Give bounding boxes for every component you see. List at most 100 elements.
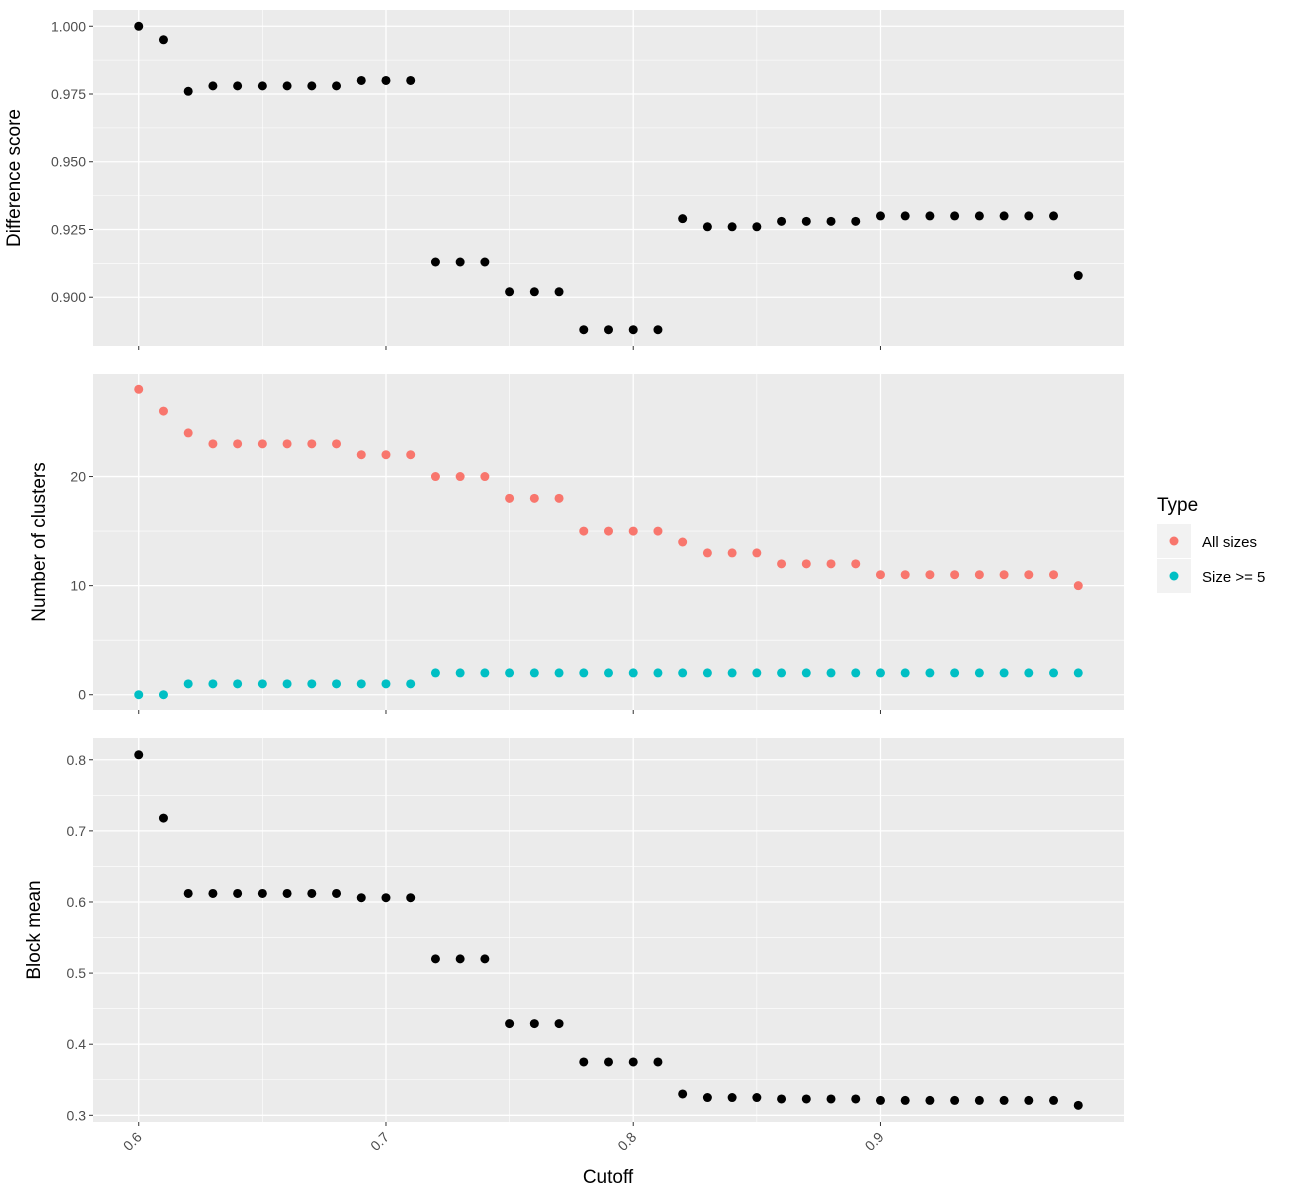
data-point — [801, 668, 811, 678]
data-point — [702, 548, 712, 558]
x-axis-title: Cutoff — [583, 1167, 634, 1188]
data-point — [974, 570, 984, 580]
data-point — [875, 668, 885, 678]
data-point — [950, 668, 960, 678]
data-point — [406, 893, 416, 903]
data-point — [628, 325, 638, 335]
data-point — [950, 570, 960, 580]
y-tick-label: 0.975 — [51, 86, 86, 102]
data-point — [1049, 668, 1059, 678]
data-point — [752, 1093, 762, 1103]
data-point — [307, 888, 317, 898]
data-point — [430, 668, 440, 678]
data-point — [851, 1094, 861, 1104]
data-point — [801, 559, 811, 569]
data-point — [1049, 211, 1059, 221]
data-point — [1073, 668, 1083, 678]
panels: 0.900 0.925 0.950 0.975 1.000 Difference scor… — [4, 10, 1124, 1154]
data-point — [257, 439, 267, 449]
data-point — [653, 526, 663, 536]
data-point — [727, 1093, 737, 1103]
data-point — [604, 526, 613, 536]
legend-label-all-sizes: All sizes — [1202, 534, 1257, 551]
data-point — [826, 1094, 836, 1104]
data-point — [801, 216, 811, 226]
data-point — [381, 893, 391, 903]
data-point — [356, 679, 366, 689]
data-point — [1049, 570, 1059, 580]
data-point — [554, 287, 564, 297]
data-point — [233, 439, 243, 449]
data-point — [381, 450, 391, 460]
data-point — [158, 690, 168, 700]
data-point — [455, 257, 465, 267]
data-point — [925, 668, 935, 678]
y-tick-label: 0.8 — [67, 752, 87, 768]
data-point — [653, 1057, 663, 1067]
data-point — [406, 450, 416, 460]
panel-2: 0 10 20 Number of clusters — [29, 374, 1124, 714]
data-point — [604, 1057, 613, 1067]
data-point — [554, 493, 564, 503]
data-point — [1024, 1095, 1034, 1105]
data-point — [158, 813, 168, 823]
data-point — [529, 493, 539, 503]
data-point — [604, 668, 613, 678]
data-point — [529, 287, 539, 297]
data-point — [653, 325, 663, 335]
data-point — [1049, 1095, 1059, 1105]
data-point — [332, 81, 342, 91]
data-point — [702, 222, 712, 232]
data-point — [307, 81, 317, 91]
y-tick-label: 1.000 — [51, 18, 86, 34]
data-point — [875, 1095, 885, 1105]
data-point — [826, 668, 836, 678]
legend-title: Type — [1157, 495, 1198, 516]
legend: Type All sizes Size >= 5 — [1157, 495, 1265, 593]
data-point — [430, 954, 440, 964]
data-point — [826, 559, 836, 569]
data-point — [505, 287, 515, 297]
data-point — [777, 1094, 787, 1104]
y-tick-label: 0.4 — [67, 1036, 87, 1052]
y-axis-title: Number of clusters — [29, 462, 50, 621]
data-point — [851, 216, 861, 226]
data-point — [727, 668, 737, 678]
y-tick-label: 10 — [70, 578, 86, 594]
data-point — [134, 690, 144, 700]
x-tick-label: 0.6 — [120, 1129, 145, 1154]
data-point — [1024, 668, 1034, 678]
data-point — [257, 81, 267, 91]
data-point — [134, 384, 144, 394]
data-point — [628, 668, 638, 678]
data-point — [702, 668, 712, 678]
data-point — [282, 81, 292, 91]
data-point — [1024, 211, 1034, 221]
data-point — [875, 570, 885, 580]
data-point — [678, 1089, 688, 1099]
legend-key-size-5 — [1169, 571, 1179, 581]
data-point — [505, 493, 515, 503]
panel-background — [93, 374, 1124, 710]
data-point — [233, 888, 243, 898]
data-point — [579, 1057, 589, 1067]
x-tick-label: 0.9 — [862, 1129, 887, 1154]
data-point — [282, 439, 292, 449]
y-tick-label: 0.925 — [51, 221, 86, 237]
data-point — [851, 668, 861, 678]
data-point — [925, 211, 935, 221]
data-point — [925, 570, 935, 580]
data-point — [208, 679, 218, 689]
y-tick-label: 0 — [78, 687, 86, 703]
data-point — [900, 1095, 910, 1105]
data-point — [950, 211, 960, 221]
data-point — [875, 211, 885, 221]
data-point — [455, 954, 465, 964]
data-point — [183, 888, 193, 898]
data-point — [183, 679, 193, 689]
data-point — [505, 1019, 515, 1029]
legend-label-size-5: Size >= 5 — [1202, 569, 1265, 586]
y-tick-label: 0.950 — [51, 154, 86, 170]
data-point — [678, 537, 688, 547]
data-point — [999, 211, 1009, 221]
